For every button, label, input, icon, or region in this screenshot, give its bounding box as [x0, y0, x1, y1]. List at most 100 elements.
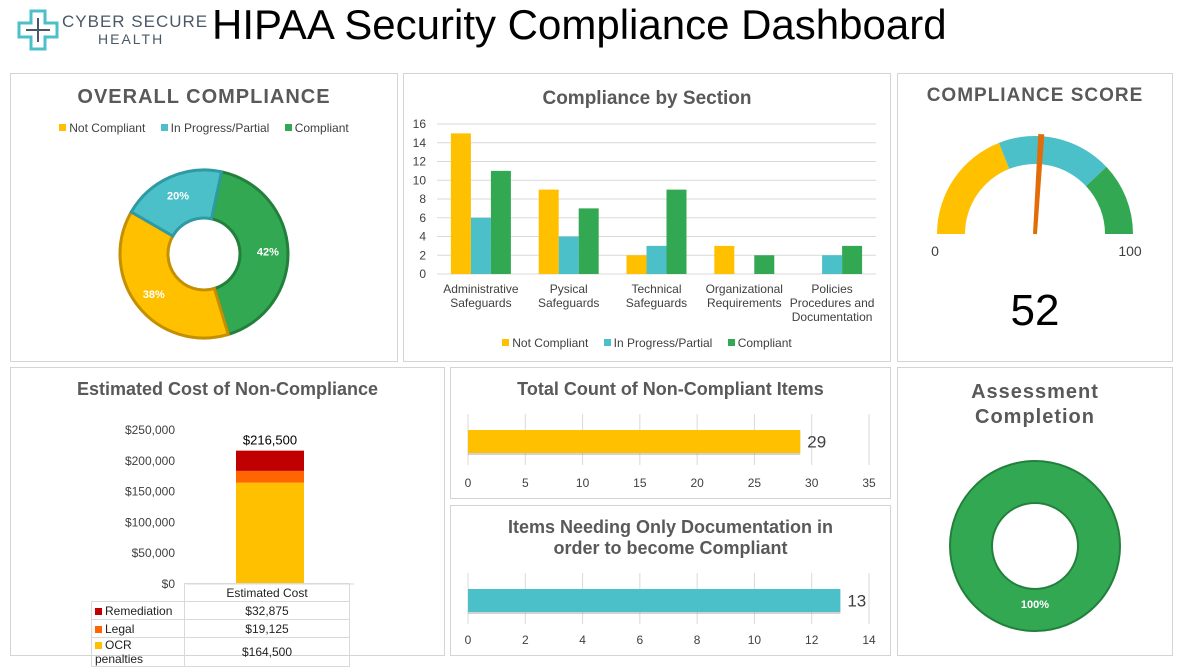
section-panel: Compliance by Section 0 2 4 6 8 10 12 14 16 Admin…	[403, 73, 891, 362]
x-tick-label: 25	[748, 476, 762, 490]
x-tick-label: Organizational	[706, 282, 783, 296]
x-tick-label: 15	[633, 476, 647, 490]
count-panel: Total Count of Non-Compliant Items 0 5 10 1…	[450, 367, 891, 499]
count-title: Total Count of Non-Compliant Items	[517, 379, 824, 399]
x-tick-label: Technical	[631, 282, 681, 296]
assessment-title: Assessment Completion	[898, 380, 1172, 430]
donut-slice-compliant	[209, 170, 290, 337]
swatch-icon	[95, 607, 102, 615]
overall-compliance-panel: OVERALL COMPLIANCE Not Compliant In Prog…	[10, 73, 398, 362]
score-gauge-chart: 0 100 52	[931, 134, 1142, 335]
slice-data-label: 100%	[1021, 599, 1049, 611]
swatch-icon	[727, 339, 735, 346]
legend-label: Not Compliant	[512, 336, 589, 350]
y-tick-label: 8	[419, 192, 426, 206]
donut-slice-in-progress-partial	[129, 168, 224, 239]
y-tick-label: $200,000	[125, 454, 175, 468]
remediation-label-cell: Remediation	[91, 601, 185, 620]
x-tick-label: Safeguards	[626, 296, 687, 310]
cost-category-header: Estimated Cost	[184, 583, 350, 602]
legend-label: Not Compliant	[69, 121, 146, 135]
score-panel: COMPLIANCE SCORE 0 100 52	[897, 73, 1173, 362]
y-tick-label: 2	[419, 248, 426, 262]
y-tick-label: 12	[413, 155, 427, 169]
legend-label: In Progress/Partial	[613, 336, 713, 350]
x-tick-label: Procedures and	[790, 296, 875, 310]
swatch-icon	[603, 339, 611, 346]
gauge-band-in-progress-partial	[998, 136, 1107, 187]
y-tick-label: 10	[413, 173, 427, 187]
y-tick-label: 4	[419, 230, 426, 244]
cost-stacked-bar-chart: $0 $50,000 $100,000 $150,000 $200,000 $250,00…	[125, 423, 354, 591]
x-tick-label: 6	[637, 633, 644, 647]
y-tick-label: $0	[162, 577, 176, 591]
table-row: Legal $19,125	[91, 619, 350, 638]
cost-data-table: Estimated Cost Remediation $32,875 Legal…	[91, 583, 350, 667]
series-label: OCR penalties	[95, 638, 144, 666]
docs-title: Items Needing Only Documentation in orde…	[451, 517, 890, 559]
slice-data-label: 20%	[167, 191, 189, 203]
docs-title-line1: Items Needing Only Documentation in	[507, 517, 834, 537]
x-tick-label: 35	[862, 476, 876, 490]
donut-inner-edge	[991, 502, 1079, 590]
overall-donut-chart: 42% 38% 20%	[118, 168, 290, 340]
swatch-icon	[160, 124, 168, 131]
legend-label: In Progress/Partial	[170, 121, 270, 135]
assessment-title-line1: Assessment	[971, 381, 1099, 403]
gauge-value-label: 52	[1011, 286, 1060, 335]
x-tick-label: 10	[748, 633, 762, 647]
data-bar	[468, 589, 841, 612]
total-data-label: $216,500	[243, 433, 297, 448]
x-tick-label: 5	[522, 476, 529, 490]
slice-data-label: 38%	[143, 289, 165, 301]
donut-ring-completed	[950, 461, 1120, 631]
y-tick-label: 0	[419, 267, 426, 281]
legend-not-compliant: Not Compliant	[502, 336, 588, 350]
gauge-band-compliant	[1086, 166, 1133, 234]
swatch-icon	[95, 625, 102, 633]
x-tick-label: 12	[805, 633, 819, 647]
logo-line2: HEALTH	[98, 31, 165, 47]
stack-segment-legal	[236, 470, 304, 483]
swatch-icon	[284, 124, 292, 131]
legal-value-cell: $19,125	[184, 619, 350, 638]
x-tick-label: Documentation	[792, 310, 873, 324]
legend-label: Compliant	[737, 336, 792, 350]
legal-label-cell: Legal	[91, 619, 185, 638]
swatch-icon	[59, 124, 67, 131]
x-tick-label: 8	[694, 633, 701, 647]
x-tick-label: 0	[465, 476, 472, 490]
y-tick-label: 6	[419, 211, 426, 225]
legend-label: Compliant	[294, 121, 349, 135]
gauge-min-label: 0	[931, 243, 939, 259]
y-tick-label: 16	[413, 117, 427, 131]
ocr-label-cell: OCR penalties	[91, 637, 185, 667]
bar-compliant	[842, 245, 863, 274]
bar-not-compliant	[450, 133, 471, 274]
assessment-donut-chart: 100%	[949, 460, 1121, 632]
legend-in-progress: In Progress/Partial	[603, 336, 713, 350]
legend-compliant: Compliant	[727, 336, 792, 350]
data-bar	[468, 430, 801, 453]
x-tick-label: Policies	[811, 282, 852, 296]
x-tick-label: Safeguards	[538, 296, 599, 310]
bar-in-progress-partial	[646, 245, 667, 274]
ocr-value-cell: $164,500	[184, 637, 350, 667]
y-tick-label: $50,000	[132, 546, 176, 560]
x-tick-label: Administrative	[443, 282, 519, 296]
series-label: Legal	[105, 621, 135, 636]
cost-title: Estimated Cost of Non-Compliance	[76, 379, 379, 399]
stack-segment-ocr-penalties	[236, 482, 304, 584]
x-tick-label: 14	[862, 633, 876, 647]
y-tick-label: $150,000	[125, 485, 175, 499]
bar-not-compliant	[626, 255, 647, 274]
logo-line1: CYBER SECURE	[62, 12, 209, 31]
count-bar-chart: 0 5 10 15 20 25 30 35 29	[465, 414, 876, 490]
docs-bar-chart: 0 2 4 6 8 10 12 14 13	[465, 573, 876, 647]
section-title: Compliance by Section	[542, 88, 752, 109]
cross-logo-icon	[17, 9, 59, 51]
overall-title: OVERALL COMPLIANCE	[77, 86, 331, 108]
bar-compliant	[490, 170, 511, 274]
bar-data-label: 13	[847, 592, 866, 611]
donut-slice-not-compliant	[118, 209, 231, 340]
